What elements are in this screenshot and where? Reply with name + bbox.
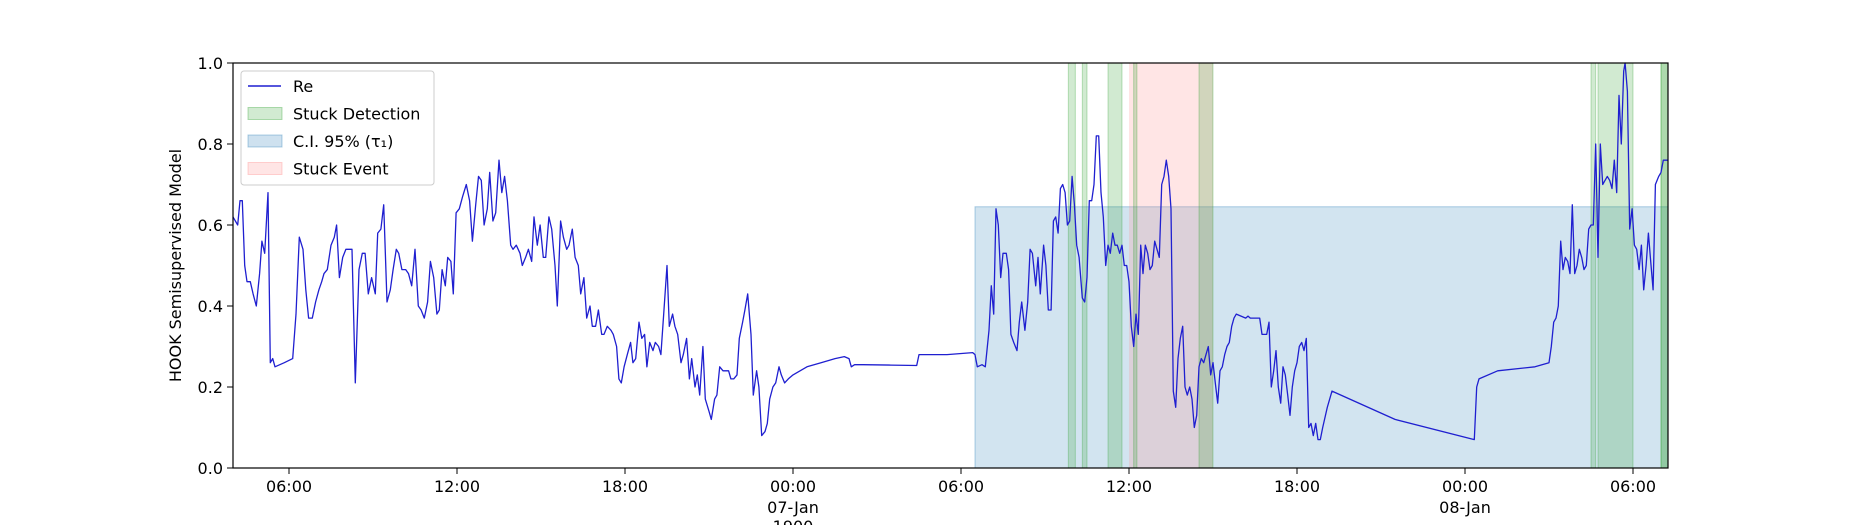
y-axis-label: HOOK Semisupervised Model (166, 149, 185, 382)
x-year-label: 1900 (773, 517, 814, 525)
legend-label: Stuck Event (293, 160, 389, 179)
y-tick-label: 0.8 (198, 135, 223, 154)
stuck-detection-band (1590, 62, 1597, 469)
x-tick-label: 12:00 (434, 477, 480, 496)
x-tick-label: 00:00 (770, 477, 816, 496)
legend-label: Stuck Detection (293, 105, 420, 124)
x-tick-label: 18:00 (1274, 477, 1320, 496)
y-tick-label: 0.0 (198, 459, 223, 478)
x-tick-label: 06:00 (938, 477, 984, 496)
ci-band (974, 206, 1669, 469)
stuck-detection-band (1198, 62, 1214, 469)
x-tick-label: 12:00 (1106, 477, 1152, 496)
stuck-detection-band (1081, 62, 1088, 469)
series-line-re (232, 62, 1668, 441)
axes-frame (232, 62, 1669, 469)
stuck-detection-band (1133, 62, 1138, 469)
y-axis: 0.0 0.2 0.4 0.6 0.8 1.0 (198, 54, 233, 478)
x-tick-label: 06:00 (1610, 477, 1656, 496)
stuck-detection-band (1067, 62, 1076, 469)
legend-swatch-patch (247, 134, 283, 148)
legend-box (240, 70, 435, 186)
series-layer (232, 62, 1668, 441)
stuck-detection-band (1660, 62, 1669, 469)
y-tick-label: 0.2 (198, 378, 223, 397)
x-axis: 06:00 12:00 18:00 00:00 07-Jan 06:00 12:00 18:0… (266, 468, 1656, 525)
x-tick-label: 18:00 (602, 477, 648, 496)
legend-swatch-patch (247, 162, 283, 175)
y-tick-label: 0.6 (198, 216, 223, 235)
x-tick-label: 06:00 (266, 477, 312, 496)
x-tick-sublabel: 08-Jan (1439, 498, 1491, 517)
x-tick-label: 00:00 (1442, 477, 1488, 496)
y-tick-label: 0.4 (198, 297, 223, 316)
legend: Re Stuck Detection C.I. 95% (τ₁) Stuck Even… (240, 70, 435, 186)
legend-label: Re (293, 77, 313, 96)
stuck-event-band (1129, 63, 1213, 468)
x-tick-sublabel: 07-Jan (767, 498, 819, 517)
legend-label: C.I. 95% (τ₁) (293, 132, 393, 151)
legend-swatch-patch (247, 107, 283, 120)
stuck-detection-band (1597, 62, 1634, 469)
y-tick-label: 1.0 (198, 54, 223, 73)
stuck-detection-band (1107, 62, 1123, 469)
